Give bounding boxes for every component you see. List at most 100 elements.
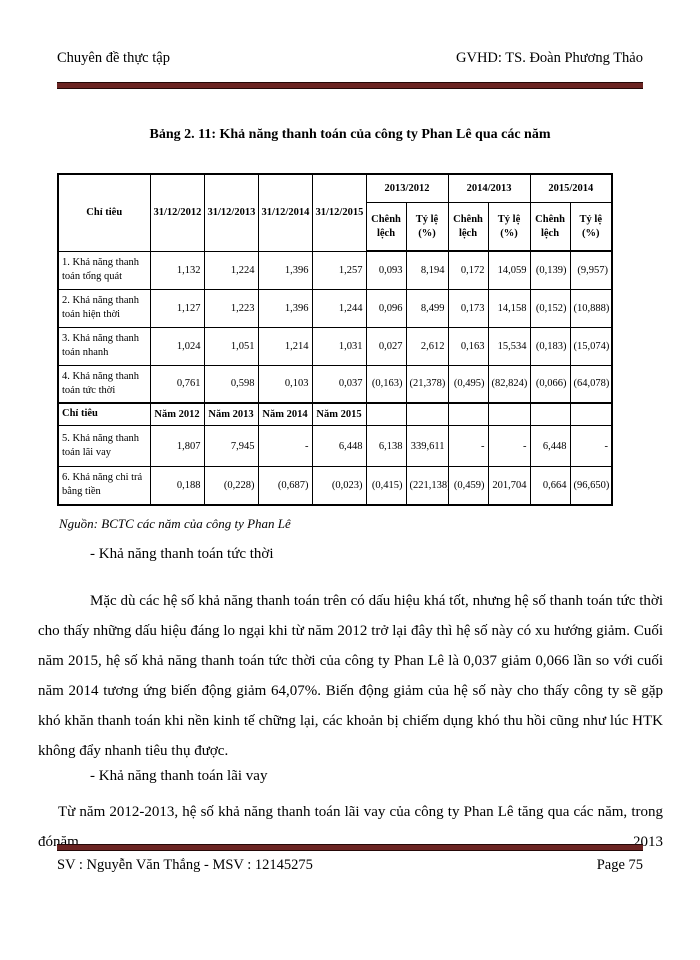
page-header: Chuyên đề thực tập GVHD: TS. Đoàn Phương… [57, 50, 643, 67]
mid-header-year: Năm 2014 [257, 402, 313, 426]
table-row: 3. Khả năng thanh toán nhanh 1,024 1,051… [57, 326, 613, 366]
footer-page-number: Page 75 [596, 857, 643, 873]
bullet-interest-coverage: - Khả năng thanh toán lãi vay [90, 768, 268, 784]
cell: (96,650) [569, 466, 613, 505]
table-row: 6. Khả năng chi trả bằng tiền 0,188 (0,2… [57, 466, 613, 505]
cell: 1,132 [149, 250, 205, 290]
empty-cell [365, 402, 407, 426]
row-label: 3. Khả năng thanh toán nhanh [57, 326, 151, 366]
cell: 0,761 [149, 364, 205, 404]
empty-cell [487, 402, 531, 426]
cell: - [569, 425, 613, 467]
cell: 1,031 [311, 326, 367, 366]
col-header-date-2013: 31/12/2013 [203, 173, 259, 252]
cell: (0,228) [203, 466, 259, 505]
cell: 0,037 [311, 364, 367, 404]
cell: 1,214 [257, 326, 313, 366]
col-subheader-diff: Chênh lệch [529, 202, 571, 252]
col-header-date-2012: 31/12/2012 [149, 173, 205, 252]
cell: 0,188 [149, 466, 205, 505]
cell: 0,093 [365, 250, 407, 290]
cell: 1,024 [149, 326, 205, 366]
header-rule [57, 82, 643, 89]
cell: (0,459) [447, 466, 489, 505]
cell: (0,139) [529, 250, 571, 290]
cell: 1,224 [203, 250, 259, 290]
cell: - [257, 425, 313, 467]
table-source-note: Nguồn: BCTC các năm của công ty Phan Lê [59, 516, 291, 531]
row-label: 1. Khả năng thanh toán tổng quát [57, 250, 151, 290]
col-subheader-diff: Chênh lệch [447, 202, 489, 252]
row-label: 2. Khả năng thanh toán hiện thời [57, 288, 151, 328]
cell: 0,598 [203, 364, 259, 404]
cell: (0,183) [529, 326, 571, 366]
mid-header-year: Năm 2012 [149, 402, 205, 426]
cell: 0,103 [257, 364, 313, 404]
cell: 0,027 [365, 326, 407, 366]
cell: (15,074) [569, 326, 613, 366]
col-subheader-diff: Chênh lệch [365, 202, 407, 252]
cell: 8,499 [405, 288, 449, 328]
col-group-2014-2013: 2014/2013 [447, 173, 531, 203]
cell: - [487, 425, 531, 467]
row-label: 6. Khả năng chi trả bằng tiền [57, 466, 151, 505]
cell: 6,448 [529, 425, 571, 467]
cell: (64,078) [569, 364, 613, 404]
table-row: 5. Khả năng thanh toán lãi vay 1,807 7,9… [57, 425, 613, 467]
page-footer: SV : Nguyễn Văn Thắng - MSV : 12145275 P… [57, 857, 643, 874]
empty-cell [569, 402, 613, 426]
cell: 0,096 [365, 288, 407, 328]
liquidity-table: Chỉ tiêu 31/12/2012 31/12/2013 31/12/201… [57, 173, 614, 506]
col-group-2013-2012: 2013/2012 [365, 173, 449, 203]
cell: 6,448 [311, 425, 367, 467]
cell: 1,396 [257, 250, 313, 290]
cell: (82,824) [487, 364, 531, 404]
mid-header-row: Chỉ tiêu Năm 2012 Năm 2013 Năm 2014 Năm … [57, 402, 613, 426]
col-header-date-2015: 31/12/2015 [311, 173, 367, 252]
cell: 1,223 [203, 288, 259, 328]
col-subheader-ratio: Tỷ lệ (%) [569, 202, 613, 252]
header-advisor: GVHD: TS. Đoàn Phương Thảo [456, 50, 643, 66]
cell: (9,957) [569, 250, 613, 290]
cell: (0,163) [365, 364, 407, 404]
cell: 1,051 [203, 326, 259, 366]
col-header-date-2014: 31/12/2014 [257, 173, 313, 252]
cell: (10,888) [569, 288, 613, 328]
cell: (0,023) [311, 466, 367, 505]
table-row: 4. Khả năng thanh toán tức thời 0,761 0,… [57, 364, 613, 404]
col-subheader-ratio: Tỷ lệ (%) [487, 202, 531, 252]
cell: 201,704 [487, 466, 531, 505]
mid-header-criteria: Chỉ tiêu [57, 402, 151, 426]
cell: (0,495) [447, 364, 489, 404]
cell: 7,945 [203, 425, 259, 467]
cell: 15,534 [487, 326, 531, 366]
cell: 2,612 [405, 326, 449, 366]
mid-header-year: Năm 2013 [203, 402, 259, 426]
cell: (221,138) [405, 466, 449, 505]
cell: (0,152) [529, 288, 571, 328]
cell: (0,415) [365, 466, 407, 505]
paragraph-instant-liquidity: Mặc dù các hệ số khả năng thanh toán trê… [38, 593, 663, 759]
cell: (0,687) [257, 466, 313, 505]
header-course-title: Chuyên đề thực tập [57, 50, 170, 66]
cell: 1,807 [149, 425, 205, 467]
row-label: 4. Khả năng thanh toán tức thời [57, 364, 151, 404]
cell: 0,664 [529, 466, 571, 505]
table-title: Bảng 2. 11: Khả năng thanh toán của công… [149, 127, 551, 142]
row-label: 5. Khả năng thanh toán lãi vay [57, 425, 151, 467]
cell: - [447, 425, 489, 467]
cell: 1,127 [149, 288, 205, 328]
cell: 0,173 [447, 288, 489, 328]
empty-cell [529, 402, 571, 426]
table-row: 2. Khả năng thanh toán hiện thời 1,127 1… [57, 288, 613, 328]
cell: 0,172 [447, 250, 489, 290]
cell: (0,066) [529, 364, 571, 404]
cell: 8,194 [405, 250, 449, 290]
bullet-instant-liquidity: - Khả năng thanh toán tức thời [90, 546, 274, 562]
cell: 6,138 [365, 425, 407, 467]
col-header-criteria: Chỉ tiêu [57, 173, 151, 252]
footer-student-info: SV : Nguyễn Văn Thắng - MSV : 12145275 [57, 857, 313, 873]
cell: 339,611 [405, 425, 449, 467]
cell: (21,378) [405, 364, 449, 404]
